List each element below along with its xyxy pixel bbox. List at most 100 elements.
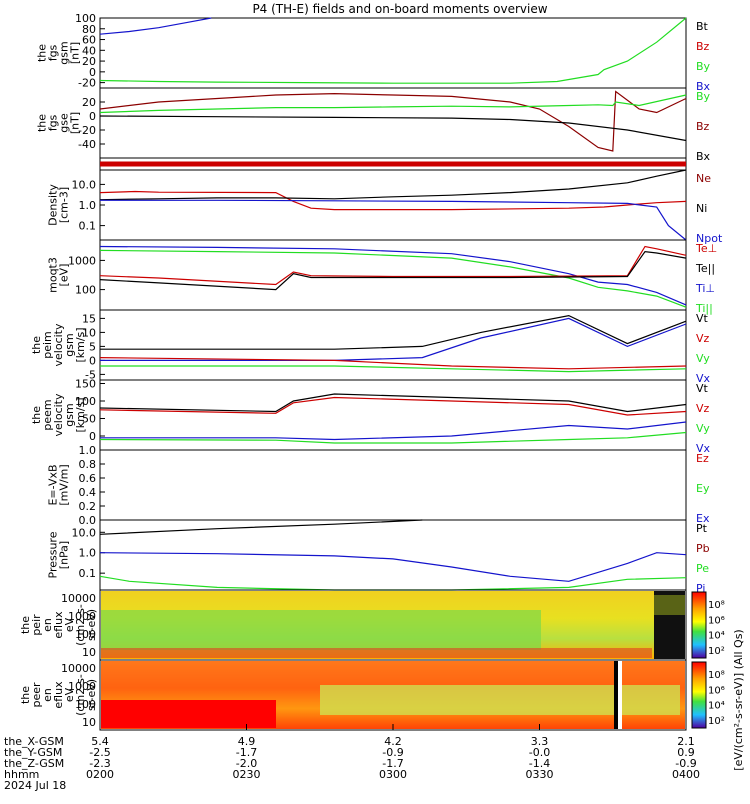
legend-vz: Vz	[696, 402, 710, 415]
y-tick-label: 5	[89, 340, 96, 353]
y-axis-label-line: velocity	[52, 393, 65, 436]
y-axis-label-line: [mV/m]	[58, 464, 71, 505]
colorbar-tick: 10⁸	[708, 670, 725, 681]
legend-vt: Vt	[696, 312, 709, 325]
series-vt	[100, 314, 687, 350]
legend-te: Te||	[695, 262, 715, 275]
orbit-value: 0300	[379, 768, 407, 781]
series-vx	[100, 421, 687, 441]
data-gap	[618, 661, 622, 729]
y-axis-label-line: the	[36, 44, 49, 62]
panel-frame	[99, 169, 687, 241]
series-pi	[99, 552, 687, 582]
y-tick-label: 40	[82, 44, 96, 57]
spectrogram-band	[101, 610, 541, 650]
y-axis-label: thepeirenefluxeV(cm2-s-sr-eV)	[19, 604, 98, 646]
orbit-value: -1.7	[382, 757, 403, 770]
orbit-value: -0.9	[675, 757, 696, 770]
series-vy	[99, 431, 687, 444]
legend-bz: Bz	[696, 120, 710, 133]
y-tick-label: -40	[78, 138, 96, 151]
legend-by: By	[696, 90, 711, 103]
spectrogram-band	[101, 648, 652, 658]
y-axis-label-line: Density	[47, 184, 60, 226]
series-ni	[99, 169, 687, 201]
y-tick-label: 0	[89, 66, 96, 79]
orbit-value: -0.9	[382, 746, 403, 759]
y-axis-label-line: the	[30, 336, 43, 354]
panel-4: 10.0 1.0 0.1 Density[cm-3] Ne Ni Npot	[47, 169, 723, 245]
spectrogram-band	[654, 595, 685, 615]
y-tick-label: 0.6	[79, 472, 97, 485]
y-axis-label-line: gsm	[63, 333, 76, 356]
series-vt	[99, 393, 687, 413]
legend-ne: Ne	[696, 172, 711, 185]
y-axis-label: thepeerenefluxeV(cm2-s-sr-eV)	[19, 674, 98, 716]
legend-pi: Pi	[696, 582, 705, 595]
y-axis-label-line: [nPa]	[58, 541, 71, 569]
y-axis-label: Density[cm-3]	[47, 184, 71, 226]
y-tick-label: -20	[78, 77, 96, 90]
colorbar-tick: 10⁶	[708, 615, 725, 626]
legend-vy: Vy	[696, 422, 710, 435]
y-tick-label: 80	[82, 23, 96, 36]
legend-vx: Vx	[696, 372, 711, 385]
spectrogram-band	[101, 700, 276, 728]
colorbar-tick: 10⁸	[708, 600, 725, 611]
panel-11: 10000 1000 100 10 10⁸ 10⁶ 10⁴ 10² thepeereneflux…	[19, 659, 725, 731]
orbit-value: 4.2	[384, 735, 402, 748]
panel-9: 10.0 1.0 0.1 Pressure[nPa] Pt Pb Pe Pi	[47, 519, 710, 595]
y-axis-label-line: E=-VxB	[47, 464, 60, 505]
orbit-value: 0.9	[677, 746, 695, 759]
y-tick-label: 1000	[68, 680, 96, 693]
y-tick-label: 20	[82, 55, 96, 68]
y-axis-label-line: gsm	[63, 403, 76, 426]
y-axis-label-line: en	[41, 618, 54, 632]
y-tick-label: 100	[75, 395, 96, 408]
y-tick-label: 0.4	[79, 486, 97, 499]
y-tick-label: 20	[82, 96, 96, 109]
legend-vz: Vz	[696, 332, 710, 345]
orbit-value: 3.3	[531, 735, 549, 748]
legend-bx: Bx	[696, 80, 711, 93]
series-by	[99, 17, 687, 84]
orbit-value: -1.4	[529, 757, 550, 770]
y-axis-label: thepeemvelocitygsm[km/s]	[30, 393, 87, 436]
colorbar-tick: 10²	[708, 716, 725, 727]
series-vz	[99, 357, 687, 370]
y-axis-label-line: eflux	[52, 681, 65, 709]
colorbar-tick: 10⁴	[708, 701, 725, 712]
legend-ni: Ni	[696, 202, 707, 215]
orbit-value: -2.3	[89, 757, 110, 770]
series-vz	[99, 396, 687, 416]
colorbar-label: [eV/(cm²-s-sr-eV)] (All Qs)	[732, 629, 745, 770]
y-axis-label-line: sr-eV)	[85, 679, 98, 711]
y-axis-label-line: eV	[63, 617, 76, 632]
legend-bz: Bz	[696, 40, 710, 53]
y-tick-label: 150	[75, 378, 96, 391]
y-axis-label-line: eflux	[52, 611, 65, 639]
y-tick-label: 0	[89, 354, 96, 367]
y-tick-label: 50	[82, 413, 96, 426]
y-axis-label-line: the	[30, 406, 43, 424]
legend-te: Te⊥	[695, 242, 717, 255]
y-tick-label: 60	[82, 34, 96, 47]
panel-7: 150100500thepeemvelocitygsm[km/s]VtVzVyV…	[30, 378, 711, 456]
y-tick-label: -5	[85, 368, 96, 381]
legend-ez: Ez	[696, 452, 709, 465]
y-tick-label: 0.8	[79, 458, 97, 471]
y-tick-label: 10	[82, 326, 96, 339]
y-axis-label-line: fgs	[47, 44, 60, 61]
y-axis-label-line: peem	[41, 399, 54, 430]
y-axis-label-line: sr-eV)	[85, 609, 98, 641]
orbit-value: 2.1	[677, 735, 695, 748]
y-tick-label: 0.1	[79, 567, 97, 580]
y-tick-label: -20	[78, 124, 96, 137]
series-bx	[99, 115, 687, 142]
orbit-value: 0330	[526, 768, 554, 781]
y-tick-label: 100	[75, 698, 96, 711]
legend-ti: Ti⊥	[695, 282, 715, 295]
panel-frame	[99, 17, 687, 89]
orbit-row-label: the_X-GSM	[4, 735, 64, 748]
